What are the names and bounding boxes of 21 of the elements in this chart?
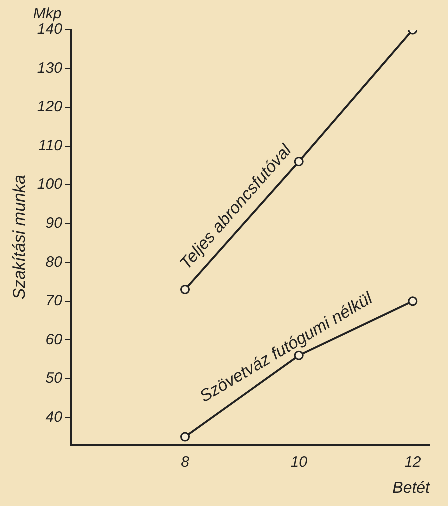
x-tick-label: 12 — [404, 454, 422, 471]
point — [180, 432, 190, 442]
text: Mkp — [33, 6, 62, 23]
y-tick-label: 120 — [37, 98, 64, 116]
y-tick-label: 140 — [37, 21, 64, 38]
y-tick-label: 40 — [46, 408, 64, 426]
x-tick-label: 10 — [290, 454, 308, 471]
y-tick-label: 70 — [46, 292, 64, 310]
y-axis-title: Szakítási munka — [10, 175, 29, 300]
y-tick-label: 110 — [38, 137, 64, 154]
y-tick-label: 130 — [37, 60, 64, 77]
y-tick-label: 80 — [46, 254, 64, 271]
y-tick-label: 60 — [46, 331, 64, 348]
point — [180, 284, 190, 294]
y-tick-label: 50 — [46, 370, 64, 388]
point — [294, 157, 304, 167]
x-tick-label: 8 — [181, 454, 190, 471]
x-axis-title: Betét — [392, 480, 431, 497]
y-tick-label: 90 — [46, 215, 64, 232]
y-tick-label: 100 — [37, 176, 64, 194]
point — [408, 296, 418, 306]
